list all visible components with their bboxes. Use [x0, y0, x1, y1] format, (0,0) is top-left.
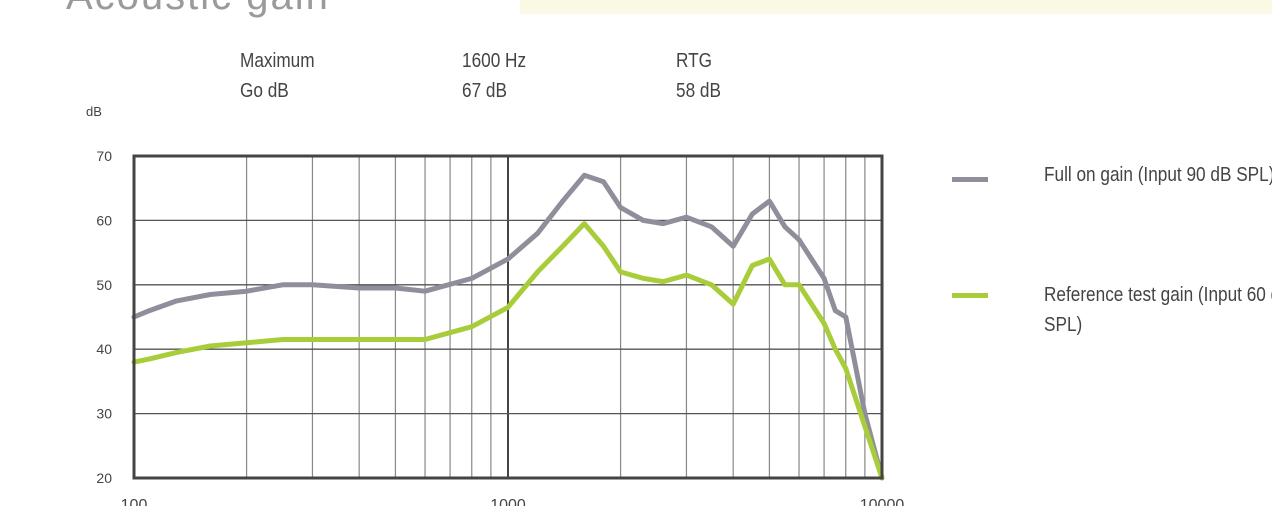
- x-tick-label: 100: [121, 497, 148, 506]
- stat-maximum-value: Go dB: [240, 80, 289, 102]
- stat-1600hz-label: 1600 Hz: [462, 50, 527, 72]
- stat-1600hz-value: 67 dB: [462, 80, 507, 102]
- y-tick-label: 40: [96, 341, 112, 357]
- legend-label-reference-test-gain: Reference test gain (Input 60 dB SPL): [1044, 284, 1272, 336]
- stat-rtg: RTG 58 dB: [676, 46, 721, 106]
- y-tick-label: 50: [96, 277, 112, 293]
- y-tick-label: 60: [96, 212, 112, 228]
- stat-rtg-label: RTG: [676, 50, 712, 72]
- series-line-0: [131, 172, 885, 481]
- chart-ticks: 20 30 40 50 60 70 100 1000 10000: [96, 148, 904, 506]
- chart-series: [131, 172, 885, 481]
- legend-swatch-reference-test-gain: [952, 293, 988, 298]
- x-tick-label: 1000: [490, 497, 526, 506]
- stat-maximum: Maximum Go dB: [240, 46, 315, 106]
- y-axis-unit-label: dB: [86, 104, 102, 119]
- stat-rtg-value: 58 dB: [676, 80, 721, 102]
- series-line-1: [131, 221, 885, 481]
- x-tick-label: 10000: [860, 497, 905, 506]
- y-tick-label: 30: [96, 406, 112, 422]
- y-tick-label: 20: [96, 470, 112, 486]
- stat-maximum-label: Maximum: [240, 50, 315, 72]
- stat-1600hz: 1600 Hz 67 dB: [462, 46, 526, 106]
- plot-frame: [132, 154, 884, 480]
- legend-label-full-on-gain: Full on gain (Input 90 dB SPL): [1044, 164, 1272, 186]
- legend-swatch-full-on-gain: [952, 177, 988, 182]
- y-tick-label: 70: [96, 148, 112, 164]
- page-title: Acoustic gain: [66, 0, 330, 19]
- title-band: [520, 0, 1272, 14]
